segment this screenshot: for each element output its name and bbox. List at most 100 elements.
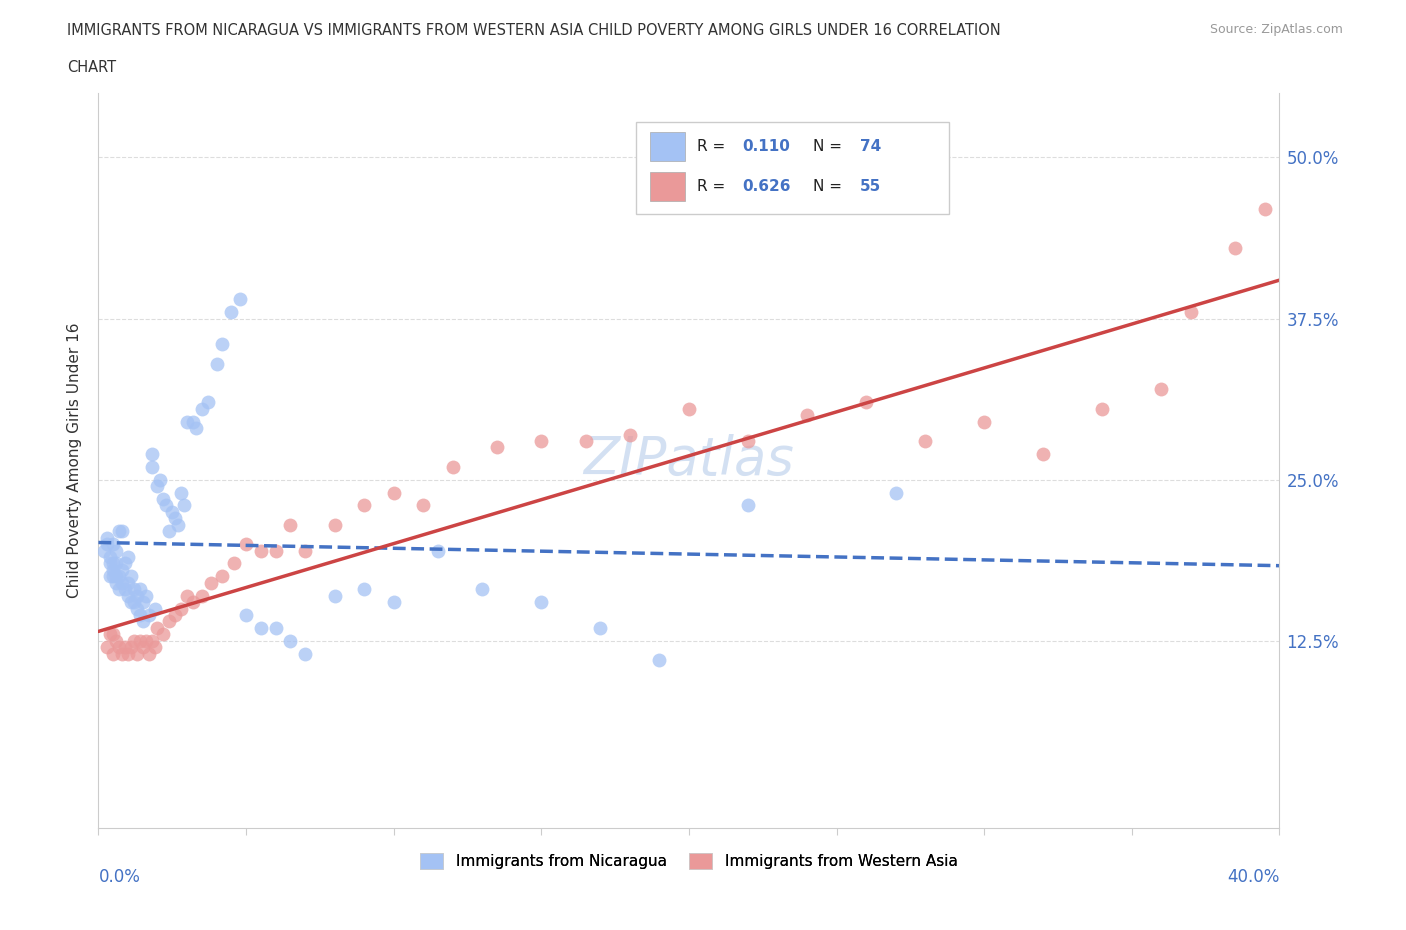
Point <box>229 292 252 307</box>
Point <box>111 563 134 578</box>
Point <box>125 601 148 616</box>
Point <box>173 498 195 513</box>
Point <box>122 594 145 609</box>
Point <box>353 582 375 597</box>
Text: R =: R = <box>697 179 730 193</box>
Point <box>211 337 233 352</box>
Point <box>105 633 128 648</box>
Point <box>191 402 214 417</box>
Point <box>128 582 150 597</box>
Point <box>165 511 187 525</box>
Text: N =: N = <box>813 140 846 154</box>
Point <box>200 576 222 591</box>
Point <box>132 640 155 655</box>
Point <box>486 440 509 455</box>
Point <box>117 576 139 591</box>
Point <box>122 633 145 648</box>
Point <box>471 582 494 597</box>
Point <box>678 402 700 417</box>
Point <box>141 633 163 648</box>
Point <box>589 620 612 635</box>
Point <box>427 543 450 558</box>
Point <box>382 485 405 500</box>
Point <box>1091 402 1114 417</box>
Point <box>143 601 166 616</box>
Point <box>205 356 228 371</box>
Point <box>157 524 180 538</box>
Point <box>165 607 187 622</box>
Point <box>120 640 142 655</box>
Point <box>98 569 121 584</box>
Point <box>181 594 204 609</box>
Point <box>117 646 139 661</box>
Point <box>108 582 131 597</box>
Text: 0.0%: 0.0% <box>98 868 141 886</box>
Point <box>98 556 121 571</box>
Point <box>294 646 316 661</box>
Point <box>382 594 405 609</box>
Point <box>973 414 995 429</box>
Point <box>114 556 136 571</box>
Legend: Immigrants from Nicaragua, Immigrants from Western Asia: Immigrants from Nicaragua, Immigrants fr… <box>415 847 963 875</box>
Point <box>105 543 128 558</box>
Text: 74: 74 <box>860 140 882 154</box>
Point <box>294 543 316 558</box>
Point <box>122 582 145 597</box>
Point <box>280 633 302 648</box>
Point <box>103 646 125 661</box>
Point <box>412 498 434 513</box>
Point <box>128 607 150 622</box>
Point <box>93 543 115 558</box>
Point <box>111 524 134 538</box>
Point <box>132 594 155 609</box>
Point <box>103 569 125 584</box>
Point <box>250 543 273 558</box>
Point <box>98 550 121 565</box>
Text: ZIPatlas: ZIPatlas <box>583 434 794 486</box>
Point <box>530 433 553 448</box>
Point <box>138 607 160 622</box>
Point <box>146 620 169 635</box>
Point <box>170 601 193 616</box>
Point <box>1225 240 1247 255</box>
Point <box>120 594 142 609</box>
Point <box>149 472 172 487</box>
Point <box>98 627 121 642</box>
Point <box>530 594 553 609</box>
Point <box>135 589 157 604</box>
Bar <box>650 132 685 161</box>
Point <box>114 640 136 655</box>
Point <box>737 498 759 513</box>
Point <box>176 414 198 429</box>
Point <box>105 569 128 584</box>
Text: 0.110: 0.110 <box>742 140 790 154</box>
Point <box>170 485 193 500</box>
Point <box>141 446 163 461</box>
FancyBboxPatch shape <box>636 123 949 214</box>
Text: R =: R = <box>697 140 730 154</box>
Point <box>441 459 464 474</box>
Point <box>152 492 174 507</box>
Bar <box>650 172 685 201</box>
Point <box>264 543 287 558</box>
Point <box>235 537 257 551</box>
Point <box>96 640 118 655</box>
Point <box>108 569 131 584</box>
Point <box>323 589 346 604</box>
Point <box>157 614 180 629</box>
Point <box>138 646 160 661</box>
Point <box>128 633 150 648</box>
Point <box>323 517 346 532</box>
Point <box>575 433 598 448</box>
Point <box>191 589 214 604</box>
Point <box>162 504 183 519</box>
Point <box>135 633 157 648</box>
Text: N =: N = <box>813 179 846 193</box>
Point <box>197 395 219 410</box>
Point <box>155 498 177 513</box>
Point <box>250 620 273 635</box>
Point <box>1254 202 1277 217</box>
Point <box>648 653 671 668</box>
Text: CHART: CHART <box>67 60 117 75</box>
Point <box>619 427 641 442</box>
